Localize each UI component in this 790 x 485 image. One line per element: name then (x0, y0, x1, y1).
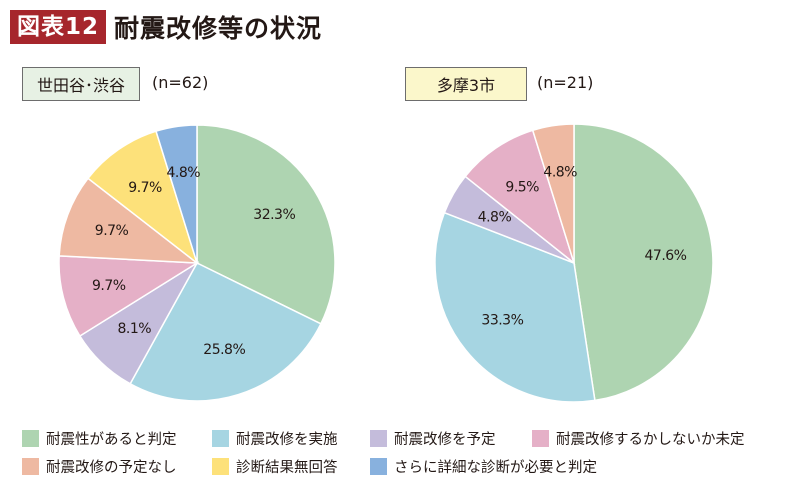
legend-label: 耐震改修の予定なし (46, 459, 177, 476)
pie-slice-retrofit-done (434, 211, 596, 403)
pie-data-label: 33.3% (481, 312, 523, 328)
legend-row-1: 耐震性があると判定 耐震改修を実施 耐震改修を予定 耐震改修するかしないか未定 (22, 424, 782, 452)
pie-slice-no-plan (58, 177, 200, 264)
panel-sample-size-setagaya-shibuya: (n=62) (152, 73, 209, 92)
legend: 耐震性があると判定 耐震改修を実施 耐震改修を予定 耐震改修するかしないか未定 … (22, 424, 782, 480)
legend-item-retrofit-done: 耐震改修を実施 (212, 428, 370, 449)
figure-title-row: 図表12 耐震改修等の状況 (10, 8, 322, 46)
pie-slice-diagnosis-needed (155, 124, 198, 264)
legend-item-retrofit-not-needed: 耐震性があると判定 (22, 428, 212, 449)
pie-data-label: 9.7% (128, 180, 162, 196)
panel-label-setagaya-shibuya: 世田谷･渋谷 (22, 67, 140, 101)
pie-data-label: 4.8% (167, 165, 201, 181)
legend-swatch (212, 457, 229, 475)
pie-data-label: 4.8% (478, 209, 512, 225)
pie-slice-retrofit-not-needed (573, 123, 714, 402)
pie-slice-retrofit-not-needed (196, 124, 336, 325)
pie-data-label: 9.7% (95, 223, 129, 239)
legend-swatch (370, 429, 387, 447)
legend-swatch (212, 429, 229, 447)
pie-data-label: 9.7% (92, 278, 126, 294)
legend-label: 耐震改修を予定 (394, 431, 496, 448)
legend-item-diagnosis-needed: さらに詳細な診断が必要と判定 (370, 456, 597, 477)
legend-item-needed-not-done: 耐震改修するかしないか未定 (532, 428, 745, 449)
pie-data-label: 47.6% (645, 248, 687, 264)
figure-number-badge: 図表12 (10, 10, 107, 44)
pie-slice-retrofit-done (129, 262, 322, 402)
legend-swatch (22, 457, 39, 475)
pie-chart-setagaya-shibuya: 32.3% 25.8% 8.1% 9.7% 9.7% 9.7% 4.8% (58, 124, 336, 402)
pie-slice-not-diagnosed (86, 130, 199, 266)
legend-label: 耐震性があると判定 (46, 431, 177, 448)
legend-swatch (22, 429, 39, 447)
pie-data-label: 25.8% (203, 342, 245, 358)
legend-swatch (370, 457, 387, 475)
legend-swatch (532, 429, 549, 447)
pie-data-label: 8.1% (118, 321, 152, 337)
pie-chart-tama-3-cities: 47.6%33.3%4.8%9.5%4.8% (434, 123, 714, 403)
pie-data-label: 4.8% (543, 164, 577, 180)
legend-label: 診断結果無回答 (236, 459, 338, 476)
panel-sample-size-tama-3-cities: (n=21) (537, 73, 594, 92)
pie-slice-needed-not-done (58, 255, 200, 337)
figure-title: 耐震改修等の状況 (114, 14, 323, 43)
legend-row-2: 耐震改修の予定なし 診断結果無回答 さらに詳細な診断が必要と判定 (22, 452, 782, 480)
pie-slice-no-plan (531, 123, 575, 264)
pie-data-label: 9.5% (505, 179, 539, 195)
pie-charts-canvas: 32.3% 25.8% 8.1% 9.7% 9.7% 9.7% 4.8% 47.6% 33.3… (58, 123, 714, 403)
legend-item-not-diagnosed: 診断結果無回答 (212, 456, 370, 477)
pie-slice-needed-not-done (464, 129, 576, 266)
legend-label: 耐震改修を実施 (236, 431, 338, 448)
pie-data-label: 32.3% (253, 207, 295, 223)
legend-label: 耐震改修するかしないか未定 (556, 431, 745, 448)
legend-item-retrofit-planned: 耐震改修を予定 (370, 428, 532, 449)
legend-label: さらに詳細な診断が必要と判定 (394, 459, 597, 476)
panel-label-tama-3-cities: 多摩3市 (405, 67, 527, 101)
legend-item-no-plan: 耐震改修の予定なし (22, 456, 212, 477)
